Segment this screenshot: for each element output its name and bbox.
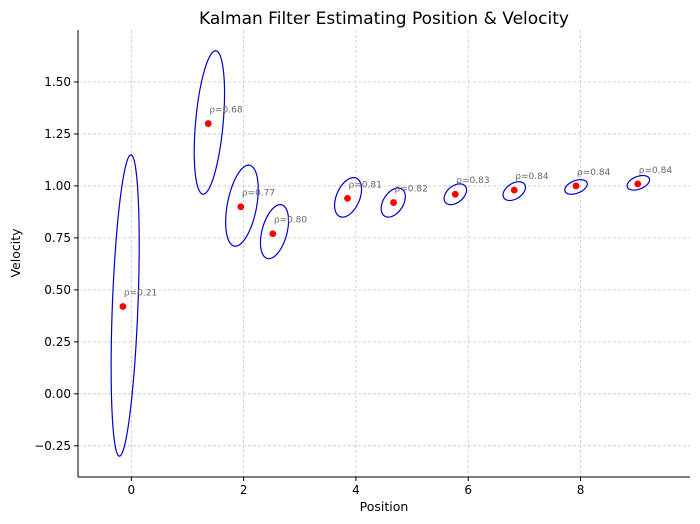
rho-annotation: ρ=0.83 [456,176,489,186]
x-tick-label: 0 [128,483,136,497]
rho-annotation: ρ=0.84 [577,168,611,178]
uncertainty-ellipse [259,204,290,260]
x-tick-label: 4 [352,483,360,497]
uncertainty-ellipse [380,187,406,218]
x-tick-label: 8 [577,483,585,497]
correlation-annotations: ρ=0.21 ρ=0.68 ρ=0.77 ρ=0.80 ρ=0.81 ρ=0.82 ρ=0.… [124,106,672,299]
rho-annotation: ρ=0.77 [242,189,275,199]
uncertainty-ellipse [225,164,259,247]
estimate-point [119,303,127,310]
uncertainty-ellipse [193,50,226,195]
uncertainty-ellipse [110,154,140,457]
rho-annotation: ρ=0.84 [639,166,673,176]
estimate-point [510,186,518,194]
uncertainty-ellipse [502,181,527,202]
uncertainty-ellipse [443,183,468,206]
y-tick-label: 0.50 [44,283,71,297]
estimate-points [119,120,642,310]
y-axis-label: Velocity [8,228,23,278]
chart-title: Kalman Filter Estimating Position & Velo… [199,9,569,29]
estimate-point [390,199,397,206]
x-axis-label: Position [360,499,409,514]
estimate-point [634,180,642,188]
estimate-point [572,182,580,190]
y-tick-label: 0.00 [44,387,71,401]
estimate-point [269,230,277,238]
rho-annotation: ρ=0.68 [209,106,243,116]
grid [78,30,690,477]
y-tick-label: 1.50 [44,75,71,89]
rho-annotation: ρ=0.84 [515,172,549,182]
rho-annotation: ρ=0.80 [274,216,308,226]
uncertainty-ellipse [564,179,588,195]
x-tick-label: 6 [464,483,472,497]
axes [77,30,690,478]
estimate-point [237,203,245,211]
y-tick-label: 0.25 [44,335,71,349]
ticks: 0 2 4 6 8 −0.25 0.00 0.25 0.50 0.75 1.00 1.25 1.50 [34,75,584,497]
x-tick-label: 2 [240,483,248,497]
y-tick-label: −0.25 [34,439,71,453]
estimate-point [344,195,351,202]
rho-annotation: ρ=0.21 [124,289,157,299]
y-tick-label: 1.25 [44,127,71,141]
uncertainty-ellipse [626,174,651,191]
uncertainty-ellipses [110,50,651,457]
estimate-point [204,120,212,127]
rho-annotation: ρ=0.82 [395,185,428,195]
uncertainty-ellipse [333,177,363,218]
y-tick-label: 0.75 [44,231,71,245]
estimate-point [451,190,459,198]
rho-annotation: ρ=0.81 [349,180,382,190]
y-tick-label: 1.00 [44,179,71,193]
